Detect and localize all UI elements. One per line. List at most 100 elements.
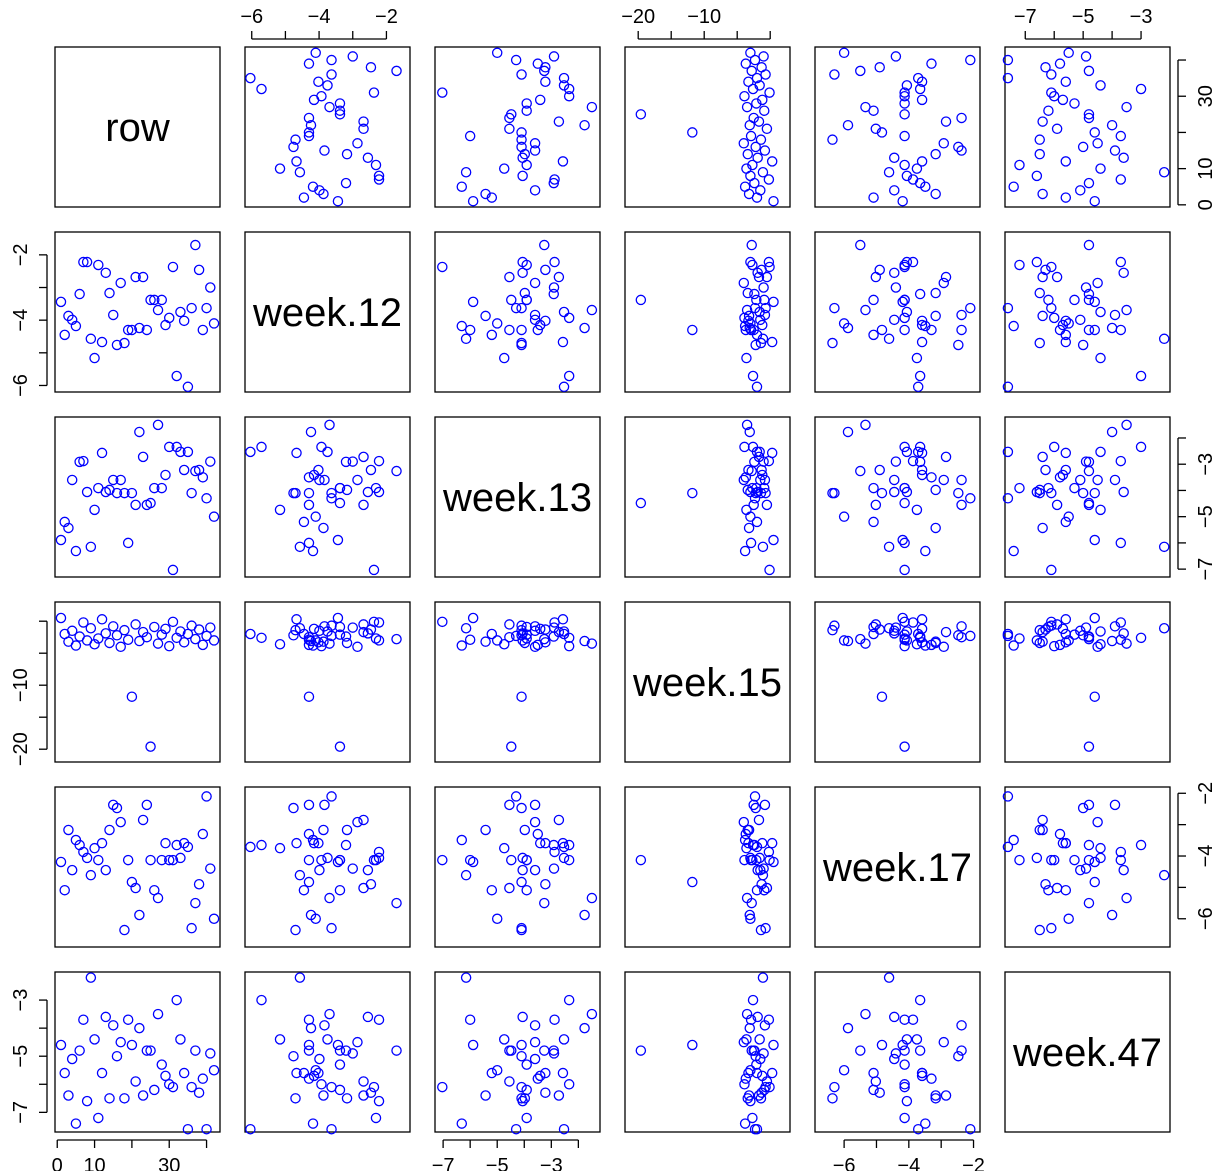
point <box>1002 54 1014 66</box>
point <box>548 1048 560 1059</box>
point <box>868 294 879 306</box>
point <box>1118 628 1129 639</box>
point <box>1083 109 1095 120</box>
point <box>456 640 468 651</box>
point <box>1054 828 1066 840</box>
point <box>1002 446 1014 458</box>
point <box>747 994 759 1006</box>
point <box>480 188 491 200</box>
point <box>70 545 82 557</box>
point <box>74 1045 85 1056</box>
point <box>498 163 510 174</box>
point <box>303 58 315 69</box>
x-tick-label: −20 <box>621 6 655 28</box>
point <box>635 294 647 306</box>
point <box>899 90 910 102</box>
point <box>563 854 575 866</box>
point <box>743 522 755 534</box>
point <box>96 837 108 849</box>
point <box>1135 441 1147 453</box>
point <box>586 101 598 113</box>
point <box>141 631 153 643</box>
point <box>89 504 100 516</box>
point <box>314 1053 325 1065</box>
point <box>938 277 950 289</box>
point <box>1046 69 1057 80</box>
point <box>829 69 840 80</box>
point <box>899 564 910 576</box>
point <box>764 87 775 98</box>
point <box>115 816 126 828</box>
panel-frame <box>244 971 411 1133</box>
point <box>1095 638 1106 650</box>
point <box>1046 87 1057 98</box>
point <box>504 1076 515 1087</box>
y-tick-label: −20 <box>10 732 32 766</box>
point <box>517 864 528 876</box>
point <box>759 474 771 486</box>
point <box>740 828 752 840</box>
point <box>740 1073 752 1084</box>
point <box>305 119 317 131</box>
point <box>748 112 759 124</box>
point <box>370 1112 382 1124</box>
panel-frame <box>814 601 981 763</box>
point <box>324 892 335 904</box>
point <box>1040 464 1051 476</box>
point <box>307 545 319 557</box>
point <box>74 288 85 300</box>
point <box>1031 635 1043 646</box>
point <box>122 537 134 549</box>
point <box>341 637 353 649</box>
point <box>746 239 757 251</box>
point <box>156 629 168 640</box>
point <box>758 282 769 293</box>
point <box>294 869 306 881</box>
point <box>467 296 479 308</box>
point <box>752 152 763 164</box>
point <box>741 352 752 364</box>
point <box>517 1011 528 1023</box>
point <box>940 271 952 283</box>
x-tick-label: −2 <box>375 6 398 28</box>
point <box>145 294 156 306</box>
point <box>549 1014 560 1025</box>
point <box>965 302 976 314</box>
point <box>1060 464 1072 476</box>
point <box>548 282 560 293</box>
x-tick-label: −5 <box>486 1155 509 1171</box>
point <box>486 628 498 640</box>
point <box>907 617 919 628</box>
point <box>529 641 541 653</box>
point <box>313 637 324 648</box>
point <box>303 634 315 646</box>
point <box>391 465 402 477</box>
point <box>506 741 517 752</box>
point <box>370 633 382 644</box>
point <box>1008 320 1019 332</box>
point <box>764 854 775 866</box>
point <box>1037 451 1048 463</box>
point <box>1089 691 1100 702</box>
point <box>1083 854 1095 866</box>
point <box>687 1039 698 1051</box>
point <box>504 799 515 811</box>
point <box>456 1118 468 1129</box>
point <box>456 834 468 846</box>
point <box>66 625 78 637</box>
point <box>914 288 926 300</box>
point <box>152 419 164 431</box>
point <box>1083 465 1095 477</box>
point <box>739 90 750 102</box>
point <box>78 617 89 628</box>
point <box>899 616 910 628</box>
point <box>938 1036 950 1048</box>
point <box>756 264 767 276</box>
point <box>838 635 850 646</box>
panel-frame <box>54 231 221 393</box>
point <box>529 309 541 321</box>
point <box>303 487 315 499</box>
point <box>467 612 479 624</box>
point <box>326 922 337 934</box>
point <box>757 541 769 553</box>
